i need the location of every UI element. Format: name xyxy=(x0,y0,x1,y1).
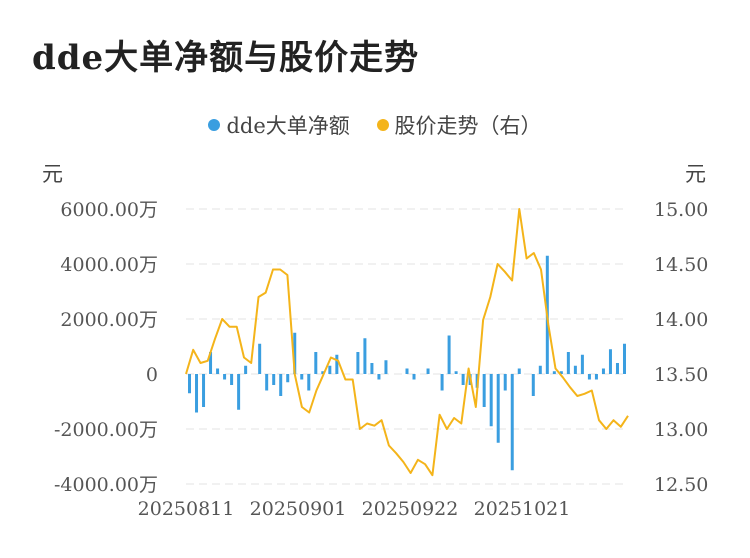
x-tick-label: 20250922 xyxy=(362,498,459,520)
legend-item-dde[interactable]: dde大单净额 xyxy=(208,110,350,140)
left-axis-unit: 元 xyxy=(42,162,63,186)
legend-label-price: 股价走势（右） xyxy=(394,114,542,138)
y-left-tick-label: 4000.00万 xyxy=(60,254,158,276)
dde-bar xyxy=(209,352,213,374)
legend-label-dde: dde大单净额 xyxy=(226,114,350,138)
dde-bar xyxy=(370,363,374,374)
dde-bar xyxy=(244,365,248,374)
dde-bar xyxy=(580,354,584,374)
dde-bar xyxy=(482,374,486,407)
dde-bar xyxy=(202,374,206,407)
legend: dde大单净额 股价走势（右） xyxy=(0,110,750,140)
legend-dot-price xyxy=(376,119,389,131)
legend-item-price[interactable]: 股价走势（右） xyxy=(376,110,542,140)
dde-bar xyxy=(447,335,451,374)
dde-bar xyxy=(307,374,311,391)
dde-bar xyxy=(356,352,360,374)
dde-bar xyxy=(412,374,416,380)
dde-bar xyxy=(286,374,290,383)
dde-bar xyxy=(594,374,598,380)
dde-bar xyxy=(188,374,192,394)
x-tick-label: 20250811 xyxy=(138,498,235,520)
y-left-tick-label: -4000.00万 xyxy=(54,474,158,496)
right-axis-unit: 元 xyxy=(685,162,706,186)
dde-bar xyxy=(601,368,605,374)
dde-bar xyxy=(237,374,241,410)
dde-bar xyxy=(377,374,381,380)
dde-bar xyxy=(272,374,276,385)
dde-bar xyxy=(328,365,332,374)
dde-bar xyxy=(517,368,521,374)
dde-bar xyxy=(223,374,227,380)
dde-bar xyxy=(335,354,339,374)
dde-bar xyxy=(279,374,283,396)
dde-bar xyxy=(314,352,318,374)
dde-bar xyxy=(440,374,444,391)
dde-bar xyxy=(496,374,500,443)
y-right-tick-label: 12.50 xyxy=(654,474,708,496)
dde-bar xyxy=(300,374,304,380)
dde-bar xyxy=(195,374,199,413)
y-right-tick-label: 14.00 xyxy=(654,309,708,331)
legend-dot-dde xyxy=(208,119,221,131)
y-right-tick-label: 13.50 xyxy=(654,364,708,386)
y-left-tick-label: -2000.00万 xyxy=(54,419,158,441)
dde-bar xyxy=(531,374,535,396)
x-tick-label: 20251021 xyxy=(474,498,571,520)
dde-bar xyxy=(363,338,367,374)
dde-bar xyxy=(216,368,220,374)
price-line xyxy=(185,208,629,477)
dde-bar xyxy=(615,363,619,374)
dde-bar xyxy=(258,343,262,374)
dde-bar xyxy=(426,368,430,374)
y-left-tick-label: 2000.00万 xyxy=(60,309,158,331)
x-tick-label: 20250901 xyxy=(250,498,347,520)
dde-bar xyxy=(622,343,626,374)
dde-bar xyxy=(405,368,409,374)
y-right-tick-label: 14.50 xyxy=(654,254,708,276)
y-right-tick-label: 15.00 xyxy=(654,199,708,221)
dde-bar xyxy=(587,374,591,380)
y-right-tick-label: 13.00 xyxy=(654,419,708,441)
dde-bar xyxy=(552,371,556,374)
dde-bar xyxy=(489,374,493,427)
dde-bar xyxy=(230,374,234,385)
dde-bar xyxy=(454,371,458,374)
dde-bar xyxy=(559,371,563,374)
dde-bar xyxy=(265,374,269,391)
dde-bar xyxy=(293,332,297,374)
dde-bar xyxy=(510,374,514,471)
y-left-tick-label: 0 xyxy=(146,364,158,386)
y-left-tick-label: 6000.00万 xyxy=(60,199,158,221)
dde-bar xyxy=(384,360,388,374)
dde-bar xyxy=(566,352,570,374)
dde-bar xyxy=(321,371,325,374)
dde-bar xyxy=(608,349,612,374)
dde-bar xyxy=(461,374,465,385)
dde-bar xyxy=(503,374,507,391)
dde-bar xyxy=(538,365,542,374)
dde-bar xyxy=(573,365,577,374)
chart-title: dde大单净额与股价走势 xyxy=(32,38,420,78)
